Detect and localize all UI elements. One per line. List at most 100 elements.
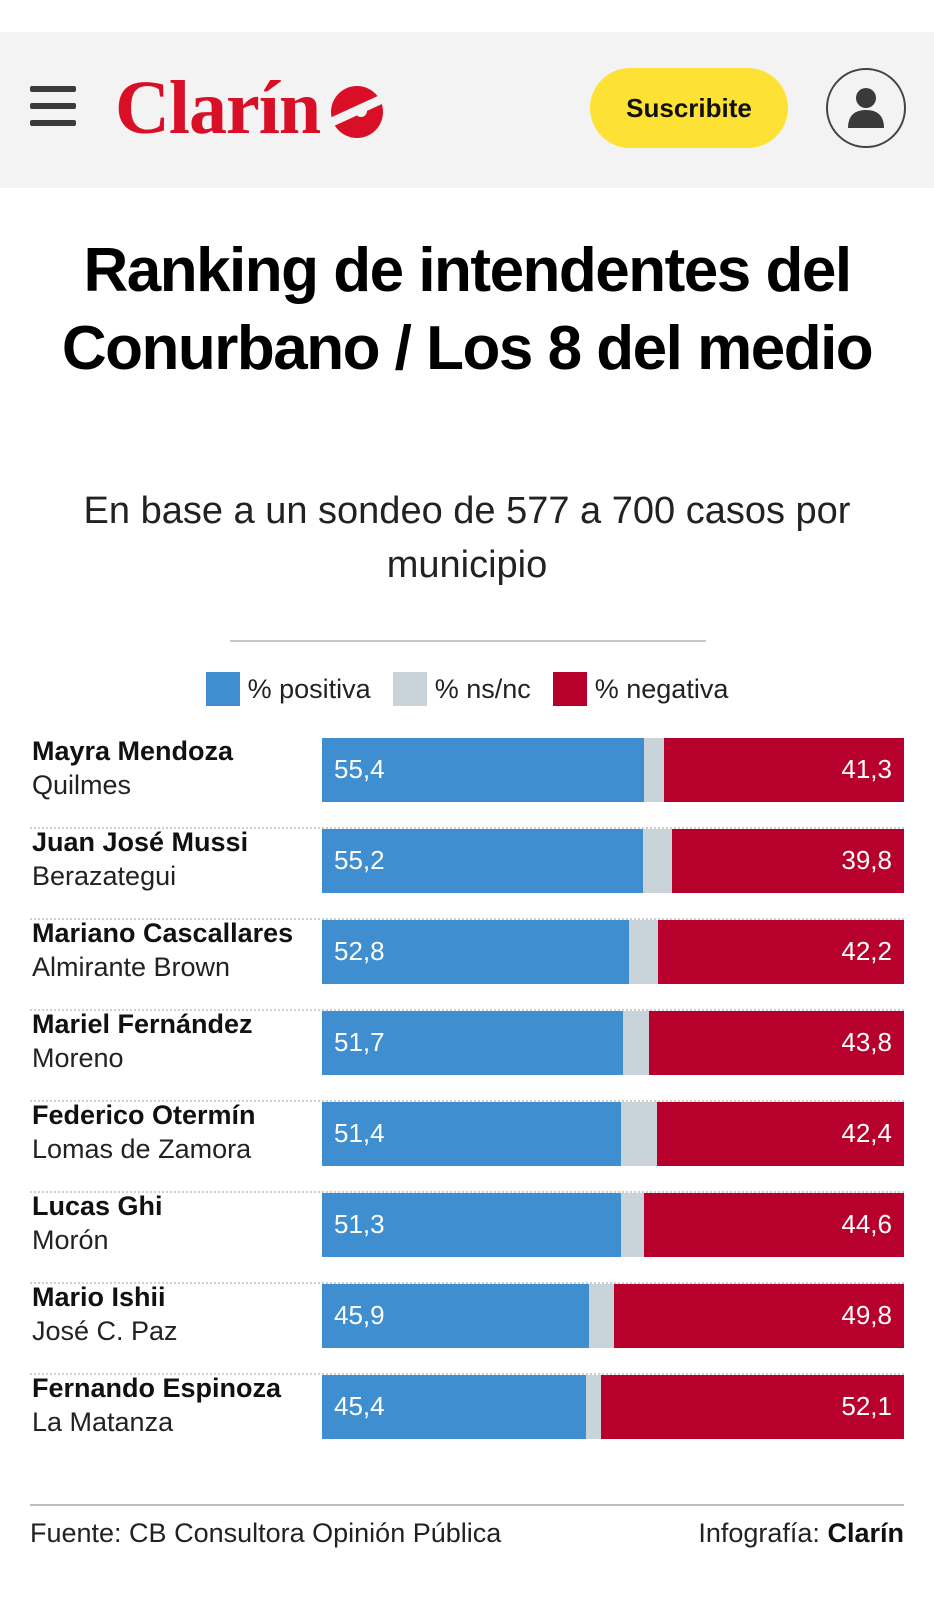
bar-segment-nsnc	[622, 1011, 650, 1075]
municipality-name: La Matanza	[32, 1407, 174, 1437]
bar-segment-positive	[322, 738, 645, 802]
legend-swatch-positive	[205, 672, 240, 706]
mayor-name: Federico Otermín	[32, 1100, 256, 1130]
data-label-negative: 41,3	[841, 754, 892, 784]
data-label-positive: 55,2	[334, 845, 385, 875]
data-label-positive: 51,3	[334, 1209, 385, 1239]
legend-swatch-negative	[552, 672, 587, 706]
municipality-name: Lomas de Zamora	[32, 1134, 252, 1164]
municipality-name: Almirante Brown	[32, 952, 231, 982]
chart-subtitle: En base a un sondeo de 577 a 700 casos p…	[83, 490, 851, 586]
bar-segment-nsnc	[589, 1284, 615, 1348]
infographic-credit: Infografía: Clarín	[698, 1518, 904, 1549]
bar-segment-negative	[657, 1102, 904, 1166]
municipality-name: Morón	[32, 1225, 109, 1255]
user-icon	[848, 88, 884, 128]
bar-segment-negative	[644, 1193, 904, 1257]
credit-prefix: Infografía:	[698, 1518, 820, 1548]
bar-segment-negative	[600, 1375, 904, 1439]
legend-label-negative: % negativa	[594, 673, 729, 704]
stacked-bar: 55,2 39,8	[322, 829, 904, 893]
mayor-name: Mayra Mendoza	[32, 736, 234, 766]
bar-segment-negative	[663, 738, 904, 802]
legend-item-positive: % positiva	[205, 672, 371, 706]
bar-segment-positive	[322, 829, 644, 893]
stacked-bar: 45,4 52,1	[322, 1375, 904, 1439]
stacked-bar: 51,7 43,8	[322, 1011, 904, 1075]
row-separator	[30, 918, 904, 920]
mayor-name: Fernando Espinoza	[32, 1373, 282, 1403]
bar-segment-negative	[614, 1284, 904, 1348]
chart-title: Ranking de intendentes del Conurbano / L…	[61, 236, 874, 383]
hamburger-menu-icon[interactable]	[30, 86, 76, 126]
site-header: Clarín Suscribite	[0, 32, 934, 188]
row-separator	[30, 1282, 904, 1284]
table-row: Federico Otermín Lomas de Zamora 51,4 42,4	[30, 1100, 904, 1193]
data-label-positive: 55,4	[334, 754, 385, 784]
stacked-bar: 45,9 49,8	[322, 1284, 904, 1348]
bar-segment-positive	[322, 920, 630, 984]
bar-segment-nsnc	[620, 1193, 645, 1257]
chart-legend: % positiva % ns/nc % negativa	[0, 672, 934, 706]
municipality-name: José C. Paz	[32, 1316, 178, 1346]
row-separator	[30, 1009, 904, 1011]
bar-segment-positive	[322, 1102, 622, 1166]
bar-segment-nsnc	[644, 738, 664, 802]
table-row: Mariano Cascallares Almirante Brown 52,8 42…	[30, 918, 904, 1011]
row-separator	[30, 1191, 904, 1193]
bar-segment-nsnc	[629, 920, 659, 984]
row-separator	[30, 827, 904, 829]
footer-divider	[30, 1504, 904, 1506]
legend-label-nsnc: % ns/nc	[434, 673, 531, 704]
table-row: Lucas Ghi Morón 51,3 44,6	[30, 1191, 904, 1284]
credit-brand: Clarín	[827, 1518, 904, 1548]
bar-segment-nsnc	[586, 1375, 601, 1439]
data-label-negative: 52,1	[841, 1391, 892, 1421]
data-label-positive: 45,4	[334, 1391, 385, 1421]
data-label-negative: 39,8	[841, 845, 892, 875]
row-separator	[30, 1373, 904, 1375]
bar-segment-nsnc	[643, 829, 673, 893]
bar-segment-negative	[658, 920, 904, 984]
data-label-negative: 42,2	[841, 936, 892, 966]
logo-text: Clarín	[115, 66, 321, 150]
title-divider	[230, 640, 706, 642]
legend-swatch-nsnc	[392, 672, 427, 706]
bar-segment-negative	[672, 829, 904, 893]
source-note: Fuente: CB Consultora Opinión Pública	[30, 1518, 502, 1548]
mayor-name: Mariano Cascallares	[32, 918, 294, 948]
stacked-bar: 52,8 42,2	[322, 920, 904, 984]
stacked-bar-chart: Mayra Mendoza Quilmes 55,4 41,3 Juan José Mu…	[0, 736, 934, 1458]
legend-label-positive: % positiva	[247, 673, 371, 704]
data-label-positive: 52,8	[334, 936, 385, 966]
data-label-negative: 42,4	[841, 1118, 892, 1148]
data-label-positive: 51,7	[334, 1027, 385, 1057]
data-label-negative: 49,8	[841, 1300, 892, 1330]
bar-segment-positive	[322, 1193, 621, 1257]
stacked-bar: 55,4 41,3	[322, 738, 904, 802]
clarin-logo[interactable]: Clarín	[115, 68, 388, 148]
table-row: Fernando Espinoza La Matanza 45,4 52,1	[30, 1373, 904, 1466]
bar-segment-nsnc	[621, 1102, 658, 1166]
bar-segment-negative	[649, 1011, 904, 1075]
data-label-negative: 43,8	[841, 1027, 892, 1057]
subscribe-button[interactable]: Suscribite	[590, 68, 788, 148]
data-label-negative: 44,6	[841, 1209, 892, 1239]
municipality-name: Moreno	[32, 1043, 124, 1073]
municipality-name: Quilmes	[32, 770, 132, 800]
legend-item-nsnc: % ns/nc	[392, 672, 531, 706]
table-row: Juan José Mussi Berazategui 55,2 39,8	[30, 827, 904, 920]
mayor-name: Juan José Mussi	[32, 827, 249, 857]
data-label-positive: 45,9	[334, 1300, 385, 1330]
clarin-logo-mark-icon	[329, 86, 387, 138]
stacked-bar: 51,4 42,4	[322, 1102, 904, 1166]
mayor-name: Lucas Ghi	[32, 1191, 163, 1221]
table-row: Mayra Mendoza Quilmes 55,4 41,3	[30, 736, 904, 829]
user-account-button[interactable]	[826, 68, 906, 148]
bar-segment-positive	[322, 1011, 623, 1075]
row-separator	[30, 1100, 904, 1102]
data-label-positive: 51,4	[334, 1118, 385, 1148]
mayor-name: Mariel Fernández	[32, 1009, 253, 1039]
mayor-name: Mario Ishii	[32, 1282, 166, 1312]
municipality-name: Berazategui	[32, 861, 177, 891]
